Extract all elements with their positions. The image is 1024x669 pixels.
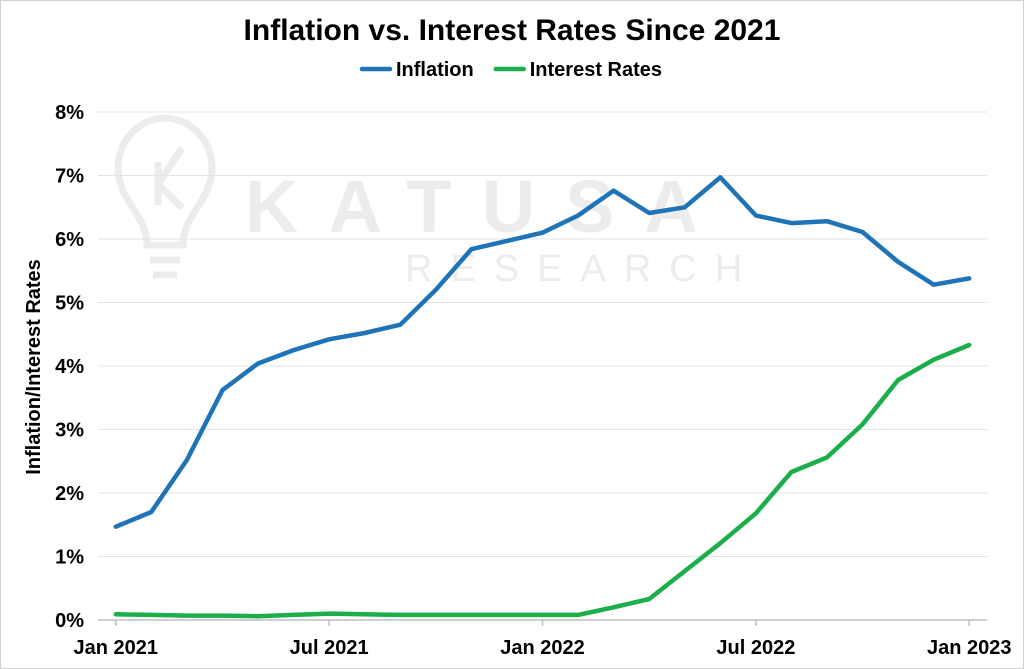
series-line-interest-rates xyxy=(113,342,972,619)
y-tick-label: 4% xyxy=(55,356,84,378)
y-tick-label: 6% xyxy=(55,229,84,251)
legend: Inflation Interest Rates xyxy=(359,59,662,81)
y-tick-label: 2% xyxy=(55,483,84,505)
y-tick-label: 5% xyxy=(55,293,84,315)
watermark: KATUSA RESEARCH xyxy=(114,114,760,290)
x-tick-label: Jan 2021 xyxy=(74,637,159,659)
watermark-sub: RESEARCH xyxy=(405,248,760,290)
y-axis-label: Inflation/Interest Rates xyxy=(23,259,45,475)
axes: 0% 1% 2% 3% 4% 5% 6% 7% 8% Jan 2021 Jul 2021 Jan 20… xyxy=(55,102,1011,659)
lightbulb-icon xyxy=(114,114,216,279)
series-line-inflation xyxy=(113,175,972,529)
legend-entry: Interest Rates xyxy=(530,59,662,81)
x-tick-label: Jan 2023 xyxy=(927,637,1012,659)
x-tick-label: Jul 2022 xyxy=(716,637,795,659)
y-tick-label: 1% xyxy=(55,547,84,569)
y-tick-label: 7% xyxy=(55,166,84,188)
legend-entry: Inflation xyxy=(396,59,474,81)
y-tick-label: 0% xyxy=(55,610,84,632)
chart-title: Inflation vs. Interest Rates Since 2021 xyxy=(243,14,781,47)
x-tick-label: Jul 2021 xyxy=(290,637,369,659)
y-tick-label: 8% xyxy=(55,102,84,124)
gridlines xyxy=(98,111,987,557)
series-layer xyxy=(113,175,972,619)
y-tick-label: 3% xyxy=(55,420,84,442)
watermark-brand: KATUSA xyxy=(245,165,728,248)
x-tick-label: Jan 2022 xyxy=(500,637,585,659)
